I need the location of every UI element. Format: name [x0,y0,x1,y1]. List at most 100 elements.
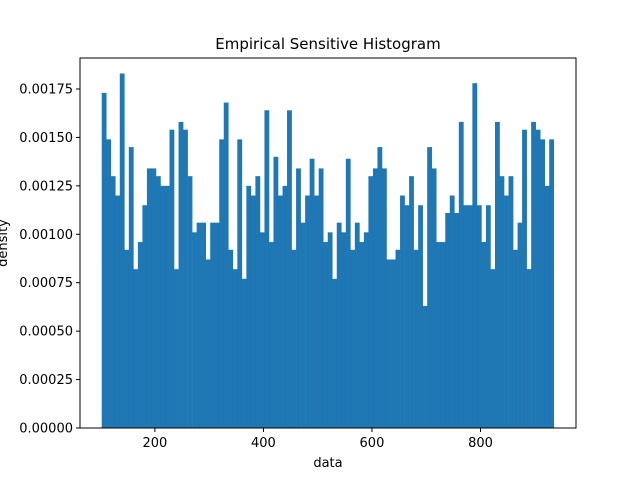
histogram-bar [504,195,509,428]
histogram-bar [350,249,356,428]
histogram-bar [440,242,446,428]
y-tick-label: 0.00025 [19,373,73,388]
y-tick-label: 0.00175 [19,82,73,97]
histogram-bar [372,168,378,428]
histogram-bar [201,222,206,428]
x-tick-label: 400 [251,436,276,451]
y-axis-ticks: 0.00000 0.00025 0.00050 0.00075 0.00100 0.001… [19,82,80,437]
histogram-bar [363,232,369,428]
histogram-bar [205,259,211,428]
histogram-bar [232,269,238,428]
histogram-bar [291,249,297,428]
histogram-bar [192,232,197,428]
histogram-bar [522,129,527,428]
histogram-bar [318,168,324,428]
histogram-bar [526,269,532,428]
y-tick-label: 0.00050 [19,325,73,340]
histogram-bar [513,249,518,428]
histogram-bar [485,205,491,428]
histogram-bar [454,212,460,428]
histogram-bar [445,212,451,428]
histogram-bar [137,242,143,428]
histogram-bar [336,222,342,428]
histogram-bar [549,139,555,428]
histogram-bar [223,102,229,428]
histogram-bar [268,242,274,428]
histogram-bar [160,185,166,428]
histogram-bar [309,158,315,429]
histogram-bar [241,278,247,428]
histogram-bar [395,249,401,428]
histogram-bar [142,205,148,428]
histogram-bar [237,139,243,428]
x-axis-ticks: 200 400 600 800 [142,428,493,451]
histogram-bar [305,195,310,428]
histogram-bar [481,242,487,428]
histogram-bar [436,242,442,428]
histogram-bar [494,121,500,429]
plot-frame [79,57,577,429]
histogram-bar [151,168,157,428]
histogram-bar [228,249,234,428]
histogram-bar [287,110,292,429]
x-tick-label: 600 [360,436,385,451]
y-tick-label: 0.00075 [19,276,73,291]
histogram-bar [155,176,161,428]
bars-group [101,73,555,429]
histogram-bar [413,249,419,428]
histogram-bar [296,168,301,428]
histogram-bar [381,168,387,428]
histogram-bar [332,278,338,428]
x-axis-label: data [313,456,342,471]
y-tick-label: 0.00100 [19,228,73,243]
histogram-bar [101,92,107,428]
y-tick-label: 0.00150 [19,131,73,146]
histogram-bar [219,139,225,428]
histogram-bar [115,195,121,428]
histogram-bar [535,129,541,428]
histogram-bar [128,147,134,428]
histogram-bar [169,129,175,428]
histogram-bar [178,121,184,429]
histogram-bar [531,121,536,429]
histogram-bar [499,176,505,428]
histogram-bar [508,176,514,428]
histogram-bar [517,222,523,428]
histogram-bar [264,110,270,429]
histogram-bar [119,73,125,429]
histogram-bar [146,168,152,428]
histogram-bar [164,185,170,428]
histogram-bar [490,269,496,428]
y-tick-label: 0.00125 [19,179,73,194]
histogram-bar [391,259,396,428]
histogram-bar [427,147,432,428]
chart-title: Empirical Sensitive Histogram [215,35,440,53]
histogram-bar [278,195,283,428]
histogram-bar [210,222,216,428]
histogram-bar [214,222,220,428]
histogram-bar [400,195,405,428]
histogram-bar [368,176,374,428]
y-axis-label: density [0,219,11,267]
histogram-bar [124,249,130,428]
histogram-bar [476,205,482,428]
histogram-bar [133,269,139,428]
histogram-bar [386,259,392,428]
y-tick-label: 0.00000 [19,422,73,437]
histogram-bar [314,195,319,428]
histogram-bar [183,129,188,428]
histogram-bar [196,222,202,428]
histogram-bar [273,156,279,428]
histogram-bar [354,222,360,428]
histogram-bar [449,195,455,428]
histogram-bar [472,83,478,429]
histogram-bar [282,185,288,428]
histogram-bar [359,242,365,428]
histogram-bar [187,176,193,428]
histogram-bar [463,205,469,428]
histogram-bar [422,305,428,428]
histogram-bar [110,176,116,428]
histogram-bar [174,269,179,428]
histogram-bar [250,195,256,428]
